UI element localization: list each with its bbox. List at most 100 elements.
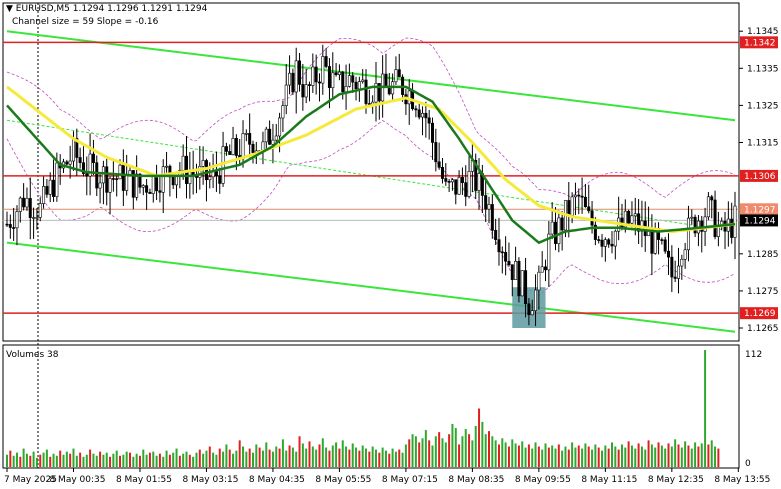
x-tick-label: 8 May 08:35 <box>448 475 504 485</box>
candle-body <box>71 138 75 162</box>
candle-body <box>301 84 305 98</box>
volume-y-tick-label: 112 <box>745 350 762 360</box>
candle-body <box>686 217 690 251</box>
candle-body <box>494 230 498 240</box>
candle-body <box>570 196 574 216</box>
candle-body <box>314 66 318 83</box>
candle-body <box>85 173 89 177</box>
x-tick-label: 8 May 01:55 <box>116 475 172 485</box>
candle-body <box>158 190 162 193</box>
candle-body <box>580 195 584 198</box>
x-tick-label: 8 May 13:55 <box>714 475 770 485</box>
candle-body <box>88 153 92 177</box>
candle-body <box>690 216 694 219</box>
candle-body <box>18 197 22 212</box>
candle-body <box>447 181 451 183</box>
x-tick-label: 8 May 04:35 <box>249 475 305 485</box>
candle-body <box>224 146 228 152</box>
candle-body <box>487 204 491 210</box>
candle-body <box>45 186 49 195</box>
candle-body <box>337 71 341 75</box>
current-price-label: 1.1294 <box>744 216 776 226</box>
candle-body <box>454 179 458 195</box>
candle-body <box>357 81 361 90</box>
candle-body <box>294 60 298 93</box>
candle-body <box>414 108 418 111</box>
candle-body <box>115 178 119 180</box>
level-label: 1.1306 <box>744 172 776 182</box>
candle-body <box>680 258 684 267</box>
y-tick-label: 1.1315 <box>747 139 779 149</box>
candle-body <box>52 179 56 197</box>
candle-body <box>633 213 637 217</box>
candle-body <box>430 122 434 143</box>
candle-body <box>68 160 72 165</box>
candle-body <box>553 221 557 244</box>
candle-body <box>477 173 481 191</box>
price-panel-frame <box>2 2 740 342</box>
candle-body <box>278 117 282 137</box>
chart-header-symbol: ▼ EURUSD,M5 1.1294 1.1296 1.1291 1.1294 <box>6 4 207 14</box>
candle-body <box>171 176 175 186</box>
candle-body <box>374 83 378 103</box>
candle-body <box>304 84 308 98</box>
candle-body <box>560 217 564 231</box>
candle-body <box>288 72 292 86</box>
candle-body <box>437 161 441 168</box>
candle-body <box>573 194 577 198</box>
candle-body <box>613 230 617 247</box>
candle-body <box>118 164 122 180</box>
candle-body <box>12 227 16 229</box>
candle-body <box>544 266 548 271</box>
candle-body <box>484 195 488 210</box>
candle-body <box>514 260 518 280</box>
channel-upper-line <box>6 30 736 122</box>
candle-body <box>457 176 461 195</box>
candle-body <box>490 204 494 231</box>
candle-body <box>421 112 425 118</box>
x-tick-label: 8 May 03:15 <box>182 475 238 485</box>
x-tick-label: 8 May 12:35 <box>648 475 704 485</box>
candle-body <box>504 252 508 262</box>
candle-body <box>663 239 667 252</box>
candle-body <box>291 72 295 93</box>
dropdown-triangle-icon[interactable]: ▼ <box>6 4 13 14</box>
candle-body <box>128 170 132 175</box>
candle-body <box>321 56 325 84</box>
candle-body <box>268 128 272 145</box>
candle-body <box>434 142 438 163</box>
candle-body <box>105 166 109 193</box>
candle-body <box>660 239 664 241</box>
candle-body <box>583 196 587 208</box>
channel-lower-line <box>6 241 736 333</box>
candle-body <box>317 81 321 84</box>
candle-body <box>730 218 734 238</box>
candle-body <box>91 153 95 163</box>
candle-body <box>557 217 561 244</box>
candle-body <box>364 79 368 104</box>
candle-body <box>590 210 594 226</box>
symbol-line: EURUSD,M5 1.1294 1.1296 1.1291 1.1294 <box>15 4 208 14</box>
candle-body <box>497 239 501 253</box>
candle-body <box>145 185 149 193</box>
candle-body <box>108 178 112 193</box>
candle-body <box>593 224 597 240</box>
level-label-box <box>740 36 778 49</box>
price-label: 1.1297 <box>744 205 776 215</box>
candle-body <box>271 139 275 145</box>
y-tick-label: 1.1285 <box>747 250 779 260</box>
candle-body <box>121 164 125 191</box>
candle-body <box>627 210 631 224</box>
candle-body <box>673 276 677 279</box>
candle-body <box>417 109 421 118</box>
x-tick-label: 8 May 11:15 <box>581 475 637 485</box>
candle-body <box>311 66 315 86</box>
candle-body <box>534 289 538 311</box>
level-label-box <box>740 307 778 320</box>
candle-body <box>228 151 232 155</box>
candle-body <box>587 206 591 212</box>
volume-y-tick-label: 0 <box>745 459 751 469</box>
candle-body <box>35 217 39 219</box>
candle-body <box>706 196 710 218</box>
